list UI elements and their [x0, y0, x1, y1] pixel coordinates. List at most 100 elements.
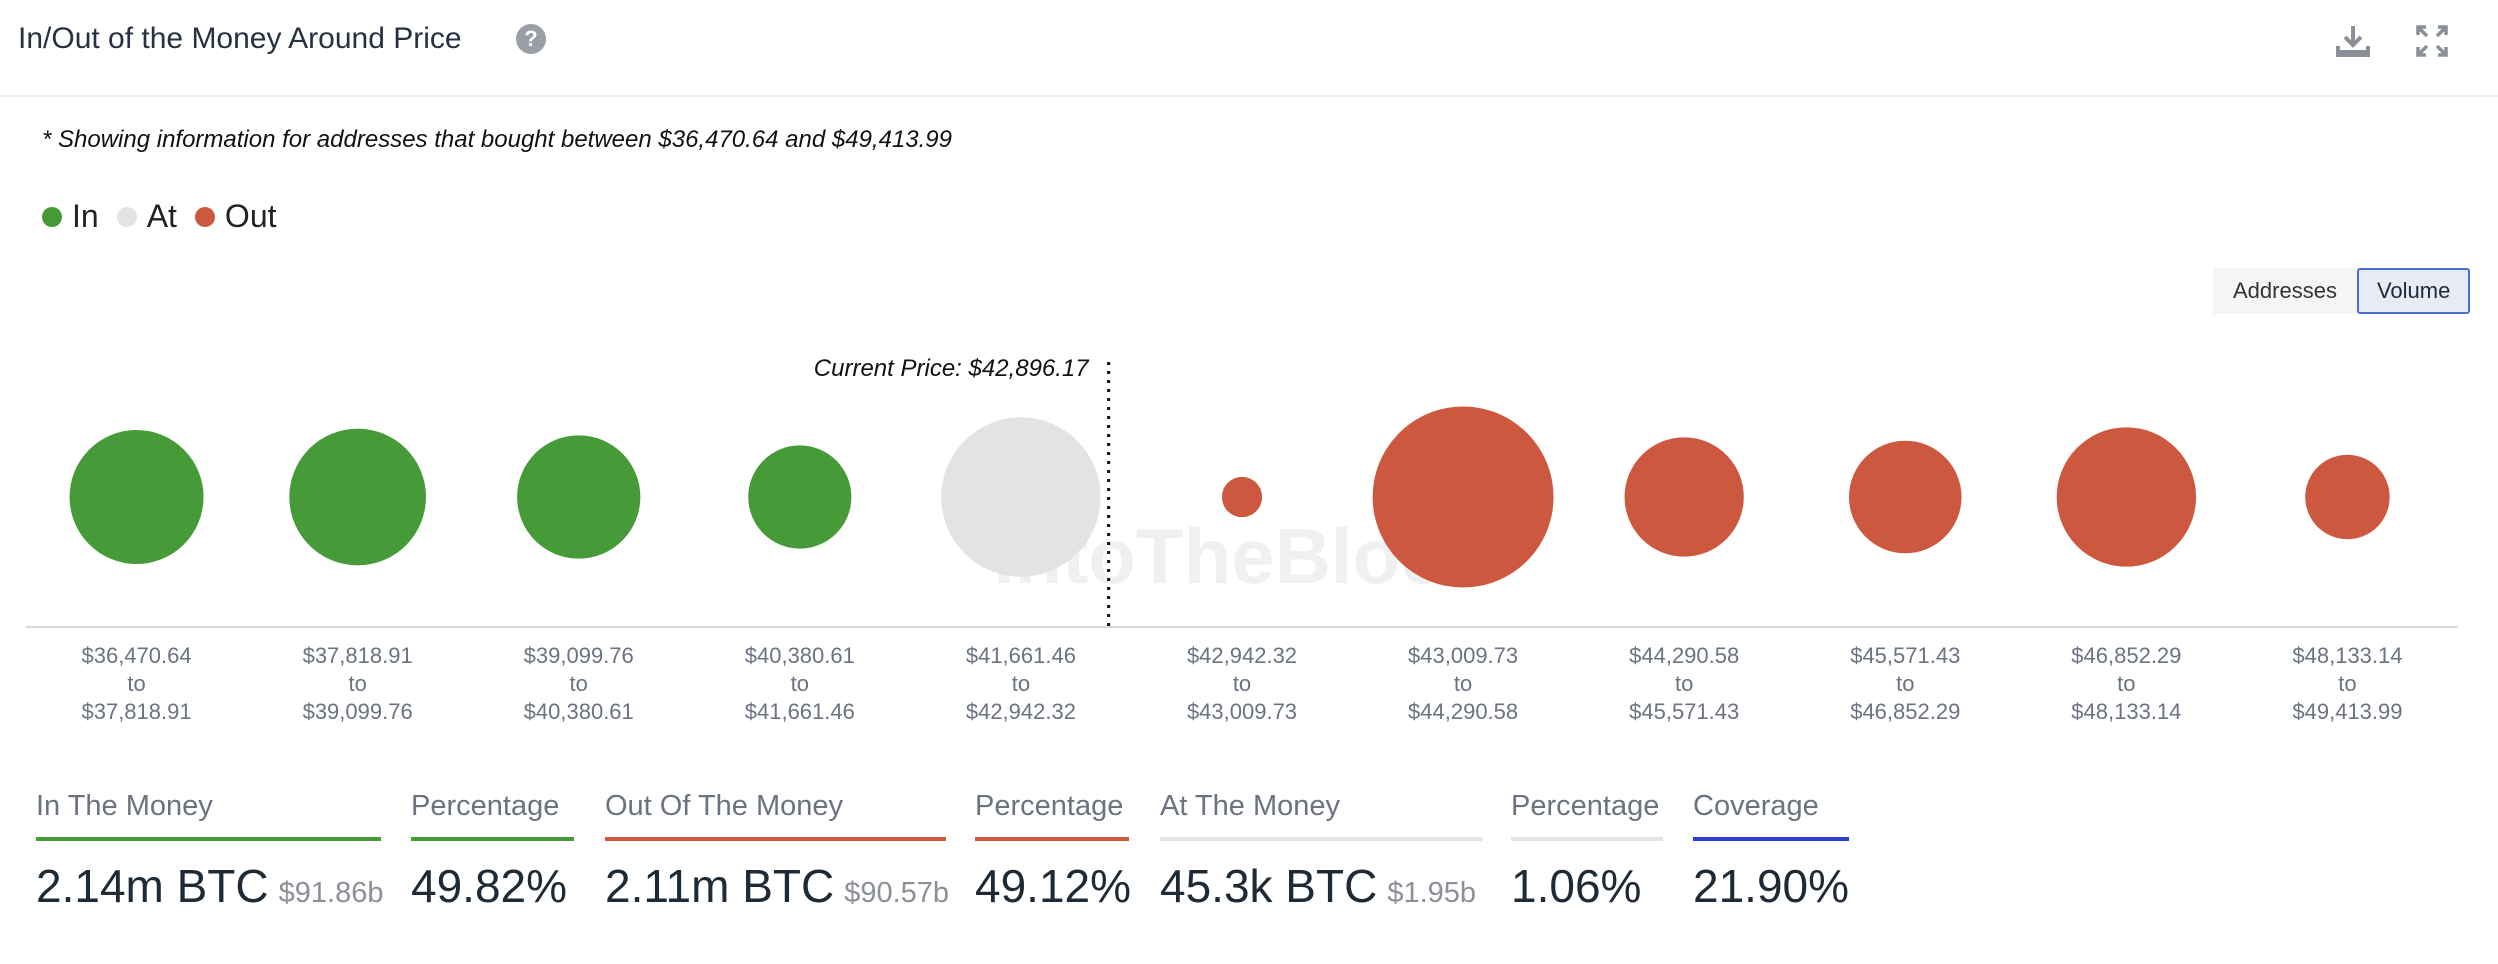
stat-label: Coverage	[1693, 790, 1819, 822]
tick-label-to-word: to	[1896, 671, 1914, 696]
tick-label-to-word: to	[791, 671, 809, 696]
stat-value-main: 2.14m BTC	[36, 860, 269, 912]
tick-label-to: $48,133.14	[2071, 699, 2181, 724]
tick-label-to: $46,852.29	[1850, 699, 1960, 724]
stat-value-main: 2.11m BTC	[605, 860, 835, 912]
stat-in-the-money: In The Money 2.14m BTC $91.86b	[36, 790, 384, 913]
tick-label-from: $44,290.58	[1629, 643, 1739, 668]
stat-value: 21.90%	[1693, 859, 1849, 913]
stat-value-main: 49.12%	[975, 860, 1132, 912]
stat-value-main: 1.06%	[1511, 860, 1642, 912]
tick-label-from: $37,818.91	[303, 643, 413, 668]
tick-label-to-word: to	[2338, 671, 2356, 696]
stat-coverage: Coverage 21.90%	[1693, 790, 1849, 913]
stat-underline	[36, 837, 381, 841]
tick-label-to-word: to	[570, 671, 588, 696]
bubble-in	[69, 430, 204, 564]
tick-label-to: $42,942.32	[966, 699, 1076, 724]
stat-underline	[605, 837, 946, 841]
card-header: In/Out of the Money Around Price ?	[0, 0, 2498, 97]
stat-label: Percentage	[411, 790, 560, 822]
help-icon[interactable]: ?	[516, 24, 546, 54]
stat-label: Percentage	[975, 790, 1124, 822]
stat-value: 49.12%	[975, 859, 1132, 913]
tick-label-from: $43,009.73	[1408, 643, 1518, 668]
download-icon[interactable]	[2334, 22, 2372, 60]
tick-label-to: $49,413.99	[2292, 699, 2402, 724]
tick-label-from: $42,942.32	[1187, 643, 1297, 668]
stat-value-main: 45.3k BTC	[1160, 860, 1378, 912]
tick-label-to: $41,661.46	[745, 699, 855, 724]
stat-value: 1.06%	[1511, 859, 1663, 913]
legend-item-out[interactable]: Out	[194, 198, 277, 235]
metric-toggle: Addresses Volume	[2213, 268, 2471, 314]
tick-label-to: $45,571.43	[1629, 699, 1739, 724]
bubble-out	[1372, 406, 1554, 588]
tick-label-from: $46,852.29	[2071, 643, 2181, 668]
tick-label-to-word: to	[1012, 671, 1030, 696]
expand-icon[interactable]	[2413, 22, 2451, 60]
stat-out-percentage: Percentage 49.12%	[975, 790, 1132, 913]
stat-label: At The Money	[1160, 790, 1341, 822]
stat-label: Out Of The Money	[605, 790, 844, 822]
tick-label-to: $43,009.73	[1187, 699, 1297, 724]
tick-label-to: $39,099.76	[303, 699, 413, 724]
stat-value-sub: $91.86b	[278, 877, 384, 909]
page-title: In/Out of the Money Around Price	[18, 22, 462, 55]
legend-label-out: Out	[224, 198, 277, 234]
legend-label-at: At	[146, 198, 177, 234]
legend-item-at[interactable]: At	[116, 198, 177, 235]
stat-out-of-the-money: Out Of The Money 2.11m BTC $90.57b	[605, 790, 950, 913]
legend: In At Out	[42, 198, 295, 235]
stat-at-percentage: Percentage 1.06%	[1511, 790, 1663, 913]
tick-label-to-word: to	[1675, 671, 1693, 696]
stat-label: Percentage	[1511, 790, 1660, 822]
stat-value: 2.11m BTC $90.57b	[605, 859, 950, 913]
bubble-out	[1221, 476, 1263, 518]
stat-value-main: 21.90%	[1693, 860, 1850, 912]
bubble-out	[1848, 440, 1962, 554]
range-note: * Showing information for addresses that…	[42, 126, 952, 153]
volume-button[interactable]: Volume	[2356, 268, 2471, 314]
tick-label-from: $40,380.61	[745, 643, 855, 668]
stat-at-the-money: At The Money 45.3k BTC $1.95b	[1160, 790, 1482, 913]
bubble-at	[941, 417, 1101, 577]
current-price-label: Current Price: $42,896.17	[814, 355, 1090, 382]
tick-label-from: $45,571.43	[1850, 643, 1960, 668]
stat-label: In The Money	[36, 790, 213, 822]
stat-underline	[411, 837, 574, 841]
stats-row: In The Money 2.14m BTC $91.86b Percentage…	[0, 790, 2498, 960]
legend-swatch-at	[116, 206, 137, 227]
legend-item-in[interactable]: In	[42, 198, 99, 235]
stat-underline	[975, 837, 1129, 841]
tick-label-to: $44,290.58	[1408, 699, 1518, 724]
stat-value: 49.82%	[411, 859, 574, 913]
bubble-in	[517, 435, 641, 559]
stat-value-sub: $90.57b	[844, 877, 950, 909]
stat-value: 2.14m BTC $91.86b	[36, 859, 384, 913]
stat-value-sub: $1.95b	[1387, 877, 1477, 909]
tick-label-from: $48,133.14	[2292, 643, 2402, 668]
bubble-out	[1624, 437, 1744, 557]
legend-label-in: In	[72, 198, 99, 234]
legend-swatch-in	[42, 206, 62, 227]
tick-label-to-word: to	[2117, 671, 2135, 696]
tick-label-from: $39,099.76	[524, 643, 634, 668]
stat-value: 45.3k BTC $1.95b	[1160, 859, 1482, 913]
addresses-button[interactable]: Addresses	[2213, 268, 2357, 314]
tick-label-to-word: to	[348, 671, 366, 696]
stat-in-percentage: Percentage 49.82%	[411, 790, 574, 913]
bubble-out	[2305, 454, 2390, 540]
tick-label-to: $40,380.61	[524, 699, 634, 724]
tick-label-to-word: to	[1233, 671, 1251, 696]
bubble-out	[2056, 427, 2197, 567]
legend-swatch-out	[194, 206, 215, 227]
stat-underline	[1511, 837, 1663, 841]
bubble-chart: IntoTheBlock$36,470.64to$37,818.91$37,81…	[26, 355, 2458, 724]
stat-underline	[1160, 837, 1482, 841]
tick-label-from: $41,661.46	[966, 643, 1076, 668]
tick-label-to: $37,818.91	[81, 699, 191, 724]
bubble-in	[289, 428, 426, 566]
tick-label-from: $36,470.64	[81, 643, 191, 668]
stat-underline	[1693, 837, 1849, 841]
